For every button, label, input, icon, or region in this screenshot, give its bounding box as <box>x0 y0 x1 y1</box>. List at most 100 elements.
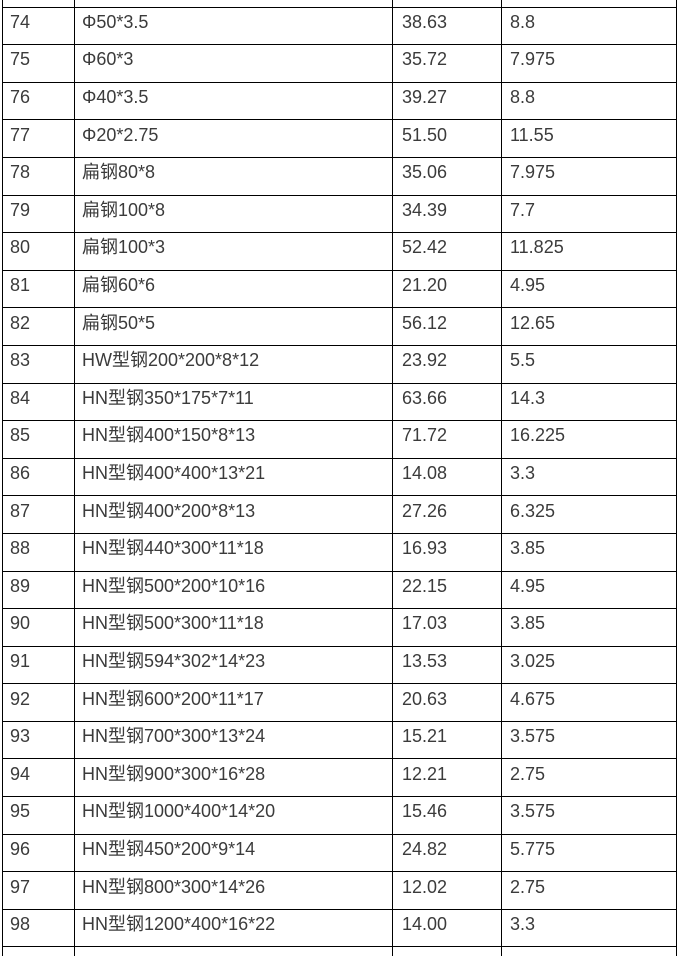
row-index-cell: 89 <box>3 571 75 610</box>
spec-cell: HN型钢400*150*8*13 <box>75 421 393 459</box>
value2-cell: 8.8 <box>502 82 677 121</box>
row-index-cell: 87 <box>3 496 75 534</box>
spec-cell: HN型钢440*300*11*18 <box>75 533 393 572</box>
spec-cell: HN型钢700*300*13*24 <box>75 721 393 760</box>
value1-cell: 22.15 <box>393 571 502 610</box>
value2-cell: 7.7 <box>502 195 677 234</box>
value2-cell: 2.75 <box>502 872 677 910</box>
row-index-cell: 76 <box>3 82 75 121</box>
value2-cell: 12.65 <box>502 308 677 346</box>
value1-cell: 35.06 <box>393 157 502 196</box>
value1-cell: 13.53 <box>393 646 502 685</box>
value1-cell: 52.42 <box>393 233 502 271</box>
value2-cell: 7.975 <box>502 157 677 196</box>
value1-cell: 20.63 <box>393 684 502 722</box>
row-index-cell: 78 <box>3 157 75 196</box>
value2-cell: 3.575 <box>502 797 677 835</box>
row-index-cell: 86 <box>3 458 75 497</box>
spec-cell: HN型钢900*300*16*28 <box>75 759 393 798</box>
value2-cell: 3.85 <box>502 609 677 647</box>
value2-cell: 4.95 <box>502 571 677 610</box>
value1-cell: 15.21 <box>393 721 502 760</box>
value1-cell: 16.93 <box>393 533 502 572</box>
row-index-cell: 93 <box>3 721 75 760</box>
value2-cell: 3.85 <box>502 533 677 572</box>
spec-cell: Φ60*3 <box>75 45 393 83</box>
value2-cell: 16.225 <box>502 421 677 459</box>
row-index-cell: 95 <box>3 797 75 835</box>
spec-cell: HN型钢450*200*9*14 <box>75 834 393 873</box>
value1-cell: 21.20 <box>393 270 502 309</box>
row-index-cell: 75 <box>3 45 75 83</box>
value2-cell: 8.8 <box>502 7 677 46</box>
row-index-cell: 94 <box>3 759 75 798</box>
spec-cell: Φ40*3.5 <box>75 82 393 121</box>
empty-cell <box>3 947 75 956</box>
row-index-cell: 96 <box>3 834 75 873</box>
value1-cell: 17.03 <box>393 609 502 647</box>
value2-cell: 3.025 <box>502 646 677 685</box>
value2-cell: 3.3 <box>502 458 677 497</box>
spec-cell: HW型钢200*200*8*12 <box>75 345 393 384</box>
spec-cell: HN型钢1200*400*16*22 <box>75 909 393 948</box>
row-index-cell: 84 <box>3 383 75 422</box>
spec-cell: HN型钢350*175*7*11 <box>75 383 393 422</box>
value1-cell: 14.00 <box>393 909 502 948</box>
spec-cell: HN型钢400*200*8*13 <box>75 496 393 534</box>
row-index-cell: 83 <box>3 345 75 384</box>
row-index-cell: 79 <box>3 195 75 234</box>
empty-cell <box>75 0 393 8</box>
value1-cell: 24.82 <box>393 834 502 873</box>
row-index-cell: 90 <box>3 609 75 647</box>
value1-cell: 27.26 <box>393 496 502 534</box>
value1-cell: 38.63 <box>393 7 502 46</box>
spec-cell: HN型钢800*300*14*26 <box>75 872 393 910</box>
value2-cell: 2.75 <box>502 759 677 798</box>
spec-cell: HN型钢1000*400*14*20 <box>75 797 393 835</box>
spec-cell: HN型钢500*200*10*16 <box>75 571 393 610</box>
spec-cell: 扁钢60*6 <box>75 270 393 309</box>
row-index-cell: 92 <box>3 684 75 722</box>
row-index-cell: 80 <box>3 233 75 271</box>
value1-cell: 12.21 <box>393 759 502 798</box>
row-index-cell: 98 <box>3 909 75 948</box>
value1-cell: 51.50 <box>393 120 502 158</box>
value1-cell: 63.66 <box>393 383 502 422</box>
value1-cell: 23.92 <box>393 345 502 384</box>
empty-cell <box>393 0 502 8</box>
value2-cell: 3.3 <box>502 909 677 948</box>
spec-cell: HN型钢600*200*11*17 <box>75 684 393 722</box>
spec-cell: HN型钢400*400*13*21 <box>75 458 393 497</box>
spec-cell: HN型钢594*302*14*23 <box>75 646 393 685</box>
spec-cell: Φ50*3.5 <box>75 7 393 46</box>
value2-cell: 7.975 <box>502 45 677 83</box>
value1-cell: 14.08 <box>393 458 502 497</box>
value1-cell: 56.12 <box>393 308 502 346</box>
value2-cell: 6.325 <box>502 496 677 534</box>
empty-cell <box>3 0 75 8</box>
value1-cell: 71.72 <box>393 421 502 459</box>
row-index-cell: 81 <box>3 270 75 309</box>
value2-cell: 5.5 <box>502 345 677 384</box>
row-index-cell: 88 <box>3 533 75 572</box>
empty-cell <box>393 947 502 956</box>
value1-cell: 15.46 <box>393 797 502 835</box>
spec-cell: Φ20*2.75 <box>75 120 393 158</box>
value1-cell: 39.27 <box>393 82 502 121</box>
spec-cell: HN型钢500*300*11*18 <box>75 609 393 647</box>
value1-cell: 12.02 <box>393 872 502 910</box>
value2-cell: 11.825 <box>502 233 677 271</box>
value2-cell: 5.775 <box>502 834 677 873</box>
empty-cell <box>502 947 677 956</box>
value1-cell: 34.39 <box>393 195 502 234</box>
value2-cell: 4.675 <box>502 684 677 722</box>
spec-cell: 扁钢100*8 <box>75 195 393 234</box>
row-index-cell: 74 <box>3 7 75 46</box>
spec-cell: 扁钢50*5 <box>75 308 393 346</box>
value2-cell: 4.95 <box>502 270 677 309</box>
row-index-cell: 97 <box>3 872 75 910</box>
spec-cell: 扁钢80*8 <box>75 157 393 196</box>
empty-cell <box>75 947 393 956</box>
